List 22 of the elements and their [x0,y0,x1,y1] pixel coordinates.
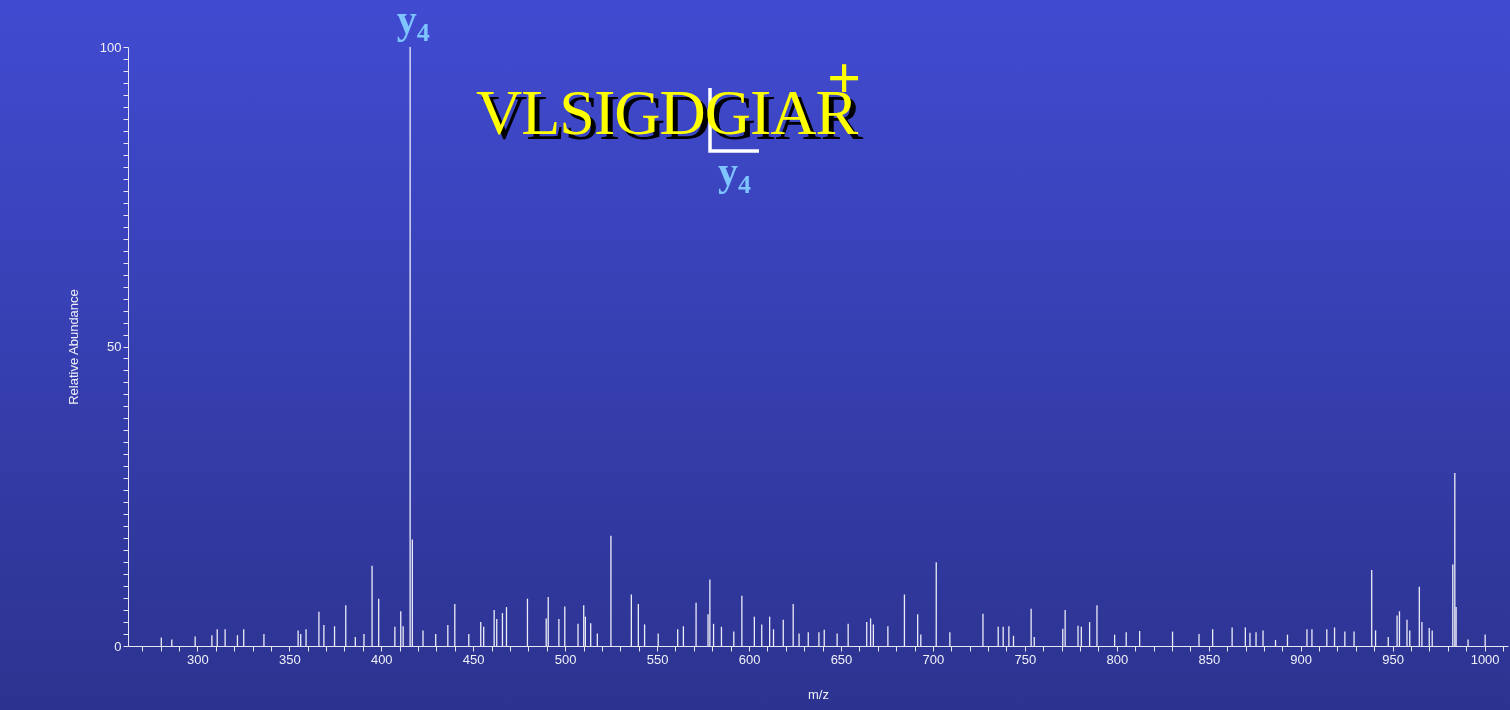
x-tick-label: 550 [646,651,669,667]
x-tick-label: 950 [1382,651,1405,667]
x-tick-label: 400 [370,651,393,667]
x-tick-label: 300 [187,651,209,667]
y-tick-label: 100 [99,39,122,55]
x-tick-label: 450 [462,651,485,667]
x-tick-label: 1000 [1470,651,1500,667]
x-tick-label: 350 [278,651,301,667]
annotation: y$_{4}$ [396,0,430,47]
x-axis-title: m/z [808,686,829,702]
x-tick-label: 900 [1290,651,1313,667]
x-tick-label: 600 [738,651,761,667]
x-tick-label: 500 [554,651,577,667]
annotation: y$_{4}$ [718,149,751,199]
x-tick-label: 750 [1014,651,1037,667]
y-axis-title: Relative Abundance [65,289,81,405]
y-tick-label: 50 [107,339,122,354]
x-tick-label: 700 [922,651,945,667]
y-tick-label: 0 [114,638,122,654]
x-tick-label: 650 [830,651,853,667]
x-tick-label: 800 [1106,651,1129,667]
x-tick-label: 850 [1198,651,1221,667]
